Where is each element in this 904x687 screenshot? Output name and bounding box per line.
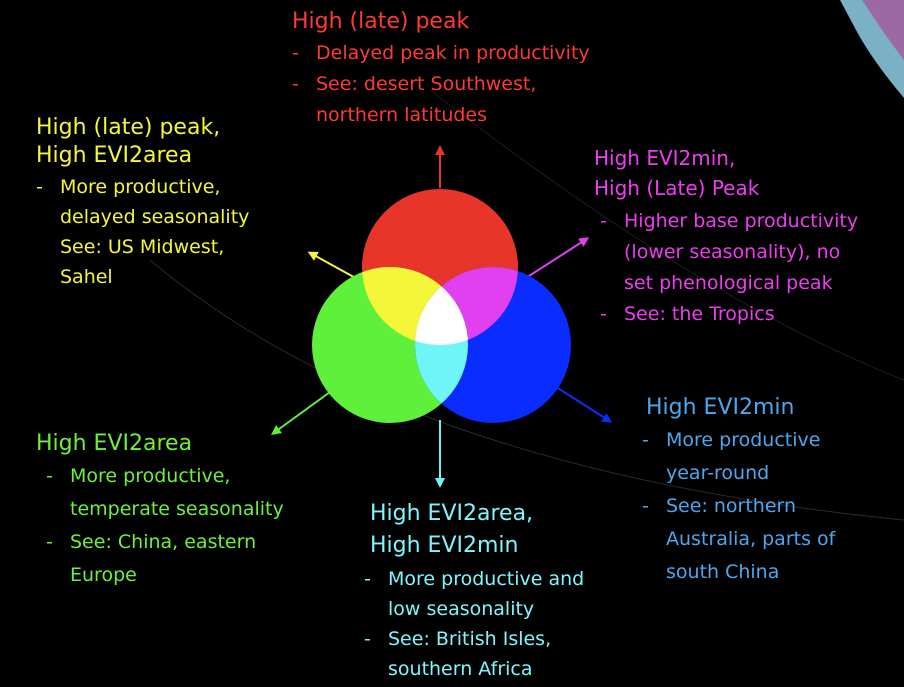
label-cyan-title-line1: High EVI2area, — [370, 501, 534, 526]
label-green-title: High EVI2area — [36, 431, 193, 456]
label-magenta-title-line2: High (Late) Peak — [594, 176, 760, 200]
bullet: - More productive and low seasonality — [364, 568, 585, 620]
label-magenta-title-line1: High EVI2min, — [594, 146, 736, 170]
arrow-blue — [552, 384, 613, 423]
label-red: High (late) peak - Delayed peak in produc… — [292, 8, 590, 131]
label-yellow-bullets: - More productive, delayed seasonality See:… — [36, 172, 249, 292]
background-arc — [429, 89, 904, 381]
label-green-bullets: - More productive, temperate seasonality -… — [46, 460, 284, 592]
background-arc — [149, 259, 904, 521]
bullet: - More productive, delayed seasonality See:… — [36, 176, 250, 288]
bullet: - See: British Isles, southern Africa — [364, 628, 552, 680]
bullet: - See: northern Australia, parts of south C… — [642, 495, 836, 583]
label-yellow-title-line2: High EVI2area — [36, 143, 193, 168]
bullet: - See: the Tropics — [600, 303, 775, 325]
label-yellow: High (late) peak, High EVI2area - More pr… — [36, 114, 249, 292]
label-cyan: High EVI2area, High EVI2min - More produc… — [364, 498, 584, 684]
bullet: - More productive, temperate seasonality — [46, 465, 284, 520]
globe-corner-image — [862, 0, 904, 60]
label-blue: High EVI2min - More productive year-round … — [642, 394, 835, 589]
bullet: - More productive year-round — [642, 429, 821, 484]
label-cyan-bullets: - More productive and low seasonality - See… — [364, 564, 584, 684]
label-green: High EVI2area - More productive, temperate… — [36, 430, 284, 592]
label-red-title: High (late) peak — [292, 9, 470, 34]
label-red-bullets: - Delayed peak in productivity - See: dese… — [292, 38, 590, 131]
label-magenta: High EVI2min, High (Late) Peak - Higher b… — [594, 144, 858, 330]
bullet: - See: China, eastern Europe — [46, 531, 257, 586]
label-magenta-bullets: - Higher base productivity (lower seasonal… — [600, 206, 858, 330]
label-cyan-title-line2: High EVI2min — [370, 533, 519, 558]
label-yellow-title-line1: High (late) peak, — [36, 115, 221, 140]
label-blue-bullets: - More productive year-round - See: norther… — [642, 424, 835, 589]
bullet: - Higher base productivity (lower seasonal… — [600, 210, 859, 294]
venn-overlap-white — [415, 267, 468, 345]
bullet: - See: desert Southwest, northern latitude… — [292, 73, 537, 126]
label-blue-title: High EVI2min — [646, 395, 795, 420]
bullet: - Delayed peak in productivity — [292, 42, 590, 64]
arrow-green — [270, 391, 331, 435]
